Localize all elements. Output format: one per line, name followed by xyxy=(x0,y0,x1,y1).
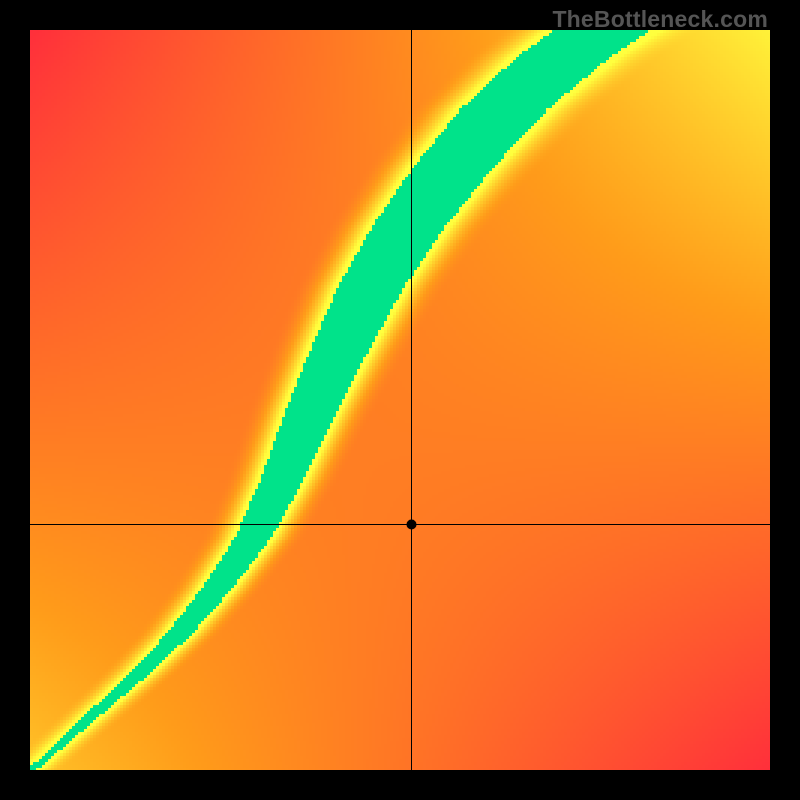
bottleneck-heatmap xyxy=(30,30,770,770)
watermark-text: TheBottleneck.com xyxy=(552,6,768,33)
